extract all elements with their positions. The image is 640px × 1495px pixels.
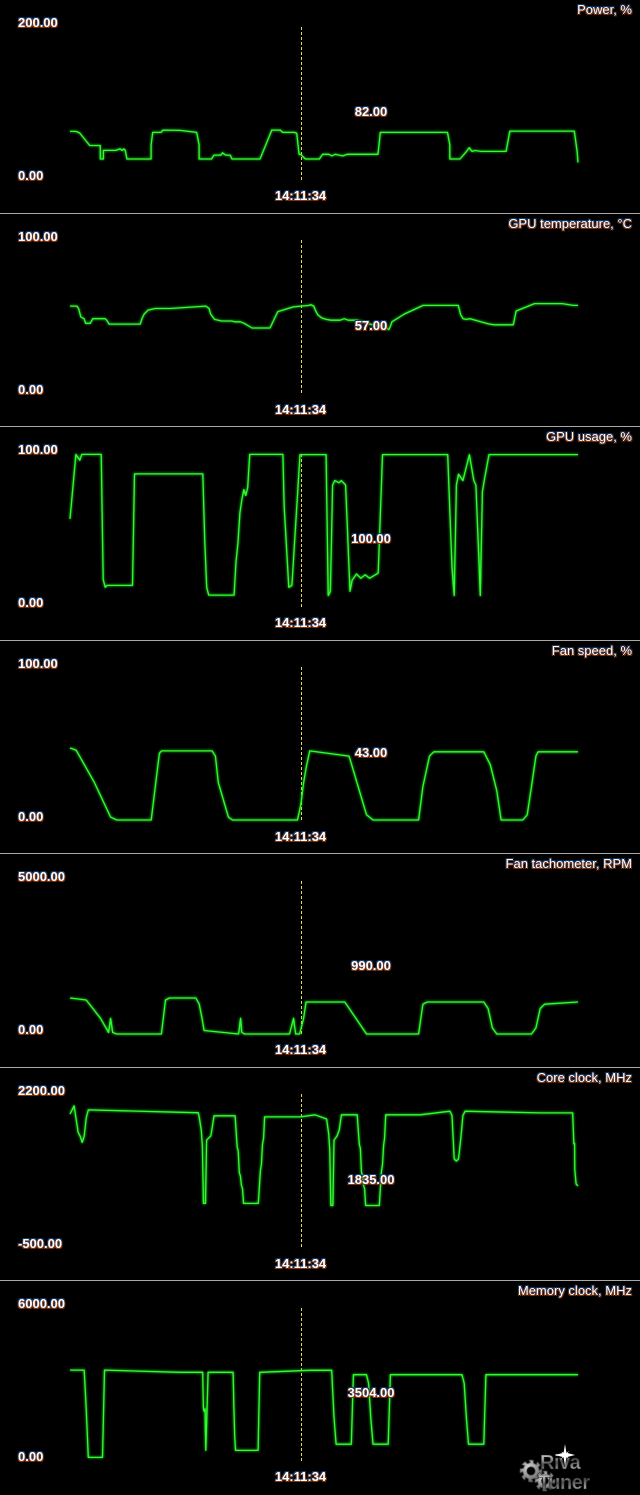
svg-text:Tuner: Tuner: [538, 1472, 590, 1494]
